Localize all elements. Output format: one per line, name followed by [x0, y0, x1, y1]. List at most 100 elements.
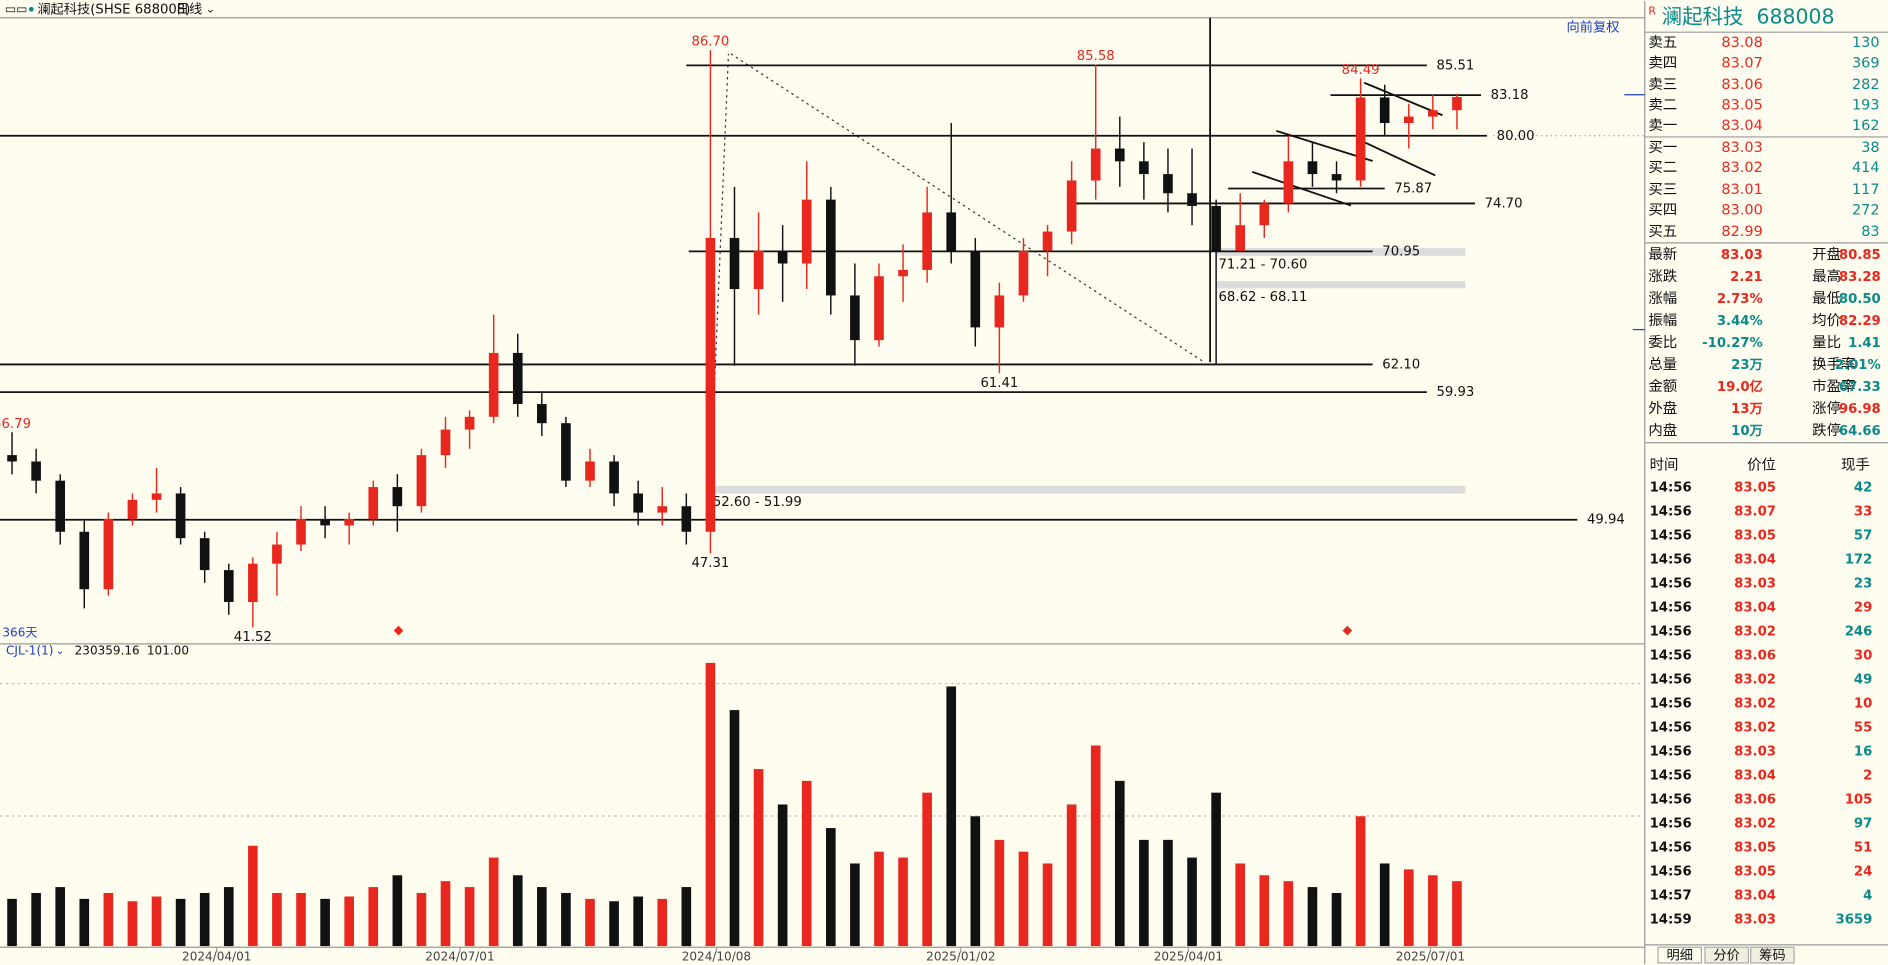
- candle-body: [1139, 161, 1149, 175]
- book-volume: 414: [1852, 160, 1880, 176]
- stat-label: 金额: [1648, 378, 1677, 395]
- x-axis: 2024/04/01 2024/07/01 2024/10/08 2025/01/02…: [182, 947, 1465, 963]
- volume-bar: [464, 887, 475, 947]
- trade-time: 14:56: [1650, 865, 1692, 880]
- volume-bar: [585, 898, 595, 947]
- candle-body: [223, 570, 234, 603]
- candle-body: [512, 352, 523, 405]
- stat-label: 外盘: [1648, 399, 1677, 417]
- stat-label: 换手率: [1812, 356, 1855, 373]
- dropdown-caret[interactable]: ⌄: [55, 644, 64, 657]
- toolbar-icon[interactable]: ▭▭: [5, 2, 28, 16]
- trade-volume: 23: [1854, 576, 1872, 591]
- candle-body: [1259, 203, 1270, 226]
- book-label: 卖四: [1648, 54, 1677, 71]
- stat-label: 市盈率: [1812, 378, 1855, 395]
- tab-label[interactable]: 筹码: [1759, 947, 1785, 964]
- trade-volume: 29: [1854, 600, 1872, 615]
- trade-price: 83.02: [1734, 721, 1776, 736]
- volume-bar: [320, 898, 330, 947]
- volume-bar: [392, 875, 403, 947]
- stat-value: -10.27%: [1702, 336, 1763, 351]
- volume-bar: [223, 887, 234, 947]
- trade-volume: 97: [1854, 817, 1872, 832]
- book-volume: 117: [1852, 182, 1880, 198]
- stat-value: 1.41: [1848, 336, 1881, 351]
- book-price: 83.07: [1721, 55, 1762, 71]
- candle-body: [609, 461, 619, 494]
- volume-bar: [681, 887, 692, 947]
- tab-label[interactable]: 明细: [1666, 948, 1692, 964]
- trade-time: 14:56: [1650, 624, 1692, 639]
- volume-bar: [729, 710, 740, 947]
- volume-bar: [922, 792, 932, 947]
- tab[interactable]: [1657, 946, 1702, 964]
- volume-bar: [801, 780, 812, 947]
- tab[interactable]: [1704, 946, 1749, 964]
- volume-bar: [1452, 881, 1462, 947]
- trade-volume: 51: [1854, 841, 1872, 856]
- volume-bar: [1114, 780, 1125, 947]
- volume-bar: [561, 892, 571, 947]
- level-label: 74.70: [1485, 196, 1523, 211]
- level-label: 70.95: [1382, 244, 1420, 259]
- trade-price: 83.06: [1734, 648, 1776, 663]
- trade-price: 83.02: [1734, 624, 1776, 639]
- book-price: 82.99: [1721, 224, 1762, 240]
- candle-body: [368, 487, 379, 519]
- volume-bar: [416, 892, 427, 947]
- candle-body: [344, 518, 354, 526]
- stat-label: 开盘: [1812, 245, 1841, 263]
- volume-bar: [946, 686, 957, 947]
- period-select[interactable]: 日线: [176, 1, 202, 17]
- book-price: 83.01: [1721, 182, 1762, 198]
- x-tick-label: 2024/04/01: [182, 949, 251, 963]
- tab[interactable]: [1750, 946, 1795, 964]
- candle-body: [79, 531, 90, 590]
- trend-line: [709, 53, 730, 483]
- trade-price: 83.02: [1734, 672, 1776, 687]
- security-name: 澜起科技(SHSE 688008): [37, 1, 190, 17]
- candle-body: [850, 295, 860, 341]
- tab-label[interactable]: 分价: [1713, 948, 1739, 964]
- candle-body: [320, 518, 330, 526]
- volume-bar: [1379, 863, 1390, 947]
- candle-body: [729, 237, 740, 290]
- volume-bar: [1211, 792, 1221, 947]
- candle-body: [103, 518, 114, 590]
- volume-indicator[interactable]: CJL-1(1): [6, 644, 53, 658]
- dropdown-caret[interactable]: ⌄: [206, 2, 215, 15]
- volume-bar: [151, 896, 162, 947]
- trade-volume: 33: [1854, 504, 1872, 519]
- trade-time: 14:56: [1650, 648, 1692, 663]
- candle-body: [1018, 250, 1029, 296]
- trade-price: 83.04: [1734, 552, 1776, 567]
- trade-time: 14:59: [1650, 913, 1692, 928]
- book-volume: 282: [1852, 77, 1880, 93]
- book-volume: 162: [1852, 118, 1880, 134]
- trade-price: 83.05: [1734, 528, 1776, 543]
- volume-bar: [874, 851, 884, 947]
- candle-body: [561, 423, 571, 481]
- stat-label: 最低: [1812, 290, 1841, 307]
- extreme-label: 61.41: [980, 376, 1018, 391]
- volume-bar: [55, 887, 66, 947]
- book-label: 买五: [1648, 223, 1677, 240]
- extreme-label: 41.52: [234, 630, 272, 645]
- stat-label: 振幅: [1648, 312, 1677, 329]
- volume-bar: [1259, 875, 1270, 947]
- stat-label: 最高: [1812, 268, 1841, 285]
- candle-body: [657, 506, 668, 513]
- trades-header: 时间: [1650, 457, 1679, 474]
- trade-volume: 16: [1854, 745, 1872, 760]
- extreme-label: 85.58: [1077, 49, 1115, 64]
- volume-bar: [826, 828, 836, 947]
- volume-bar: [1331, 892, 1342, 947]
- volume-bar: [1307, 887, 1318, 947]
- candle-body: [1066, 180, 1077, 232]
- trade-price: 83.05: [1734, 865, 1776, 880]
- stat-label: 内盘: [1648, 421, 1677, 439]
- volume-bar: [344, 896, 354, 947]
- adjust-mode[interactable]: 向前复权: [1567, 18, 1620, 35]
- volume-bar: [1139, 839, 1149, 947]
